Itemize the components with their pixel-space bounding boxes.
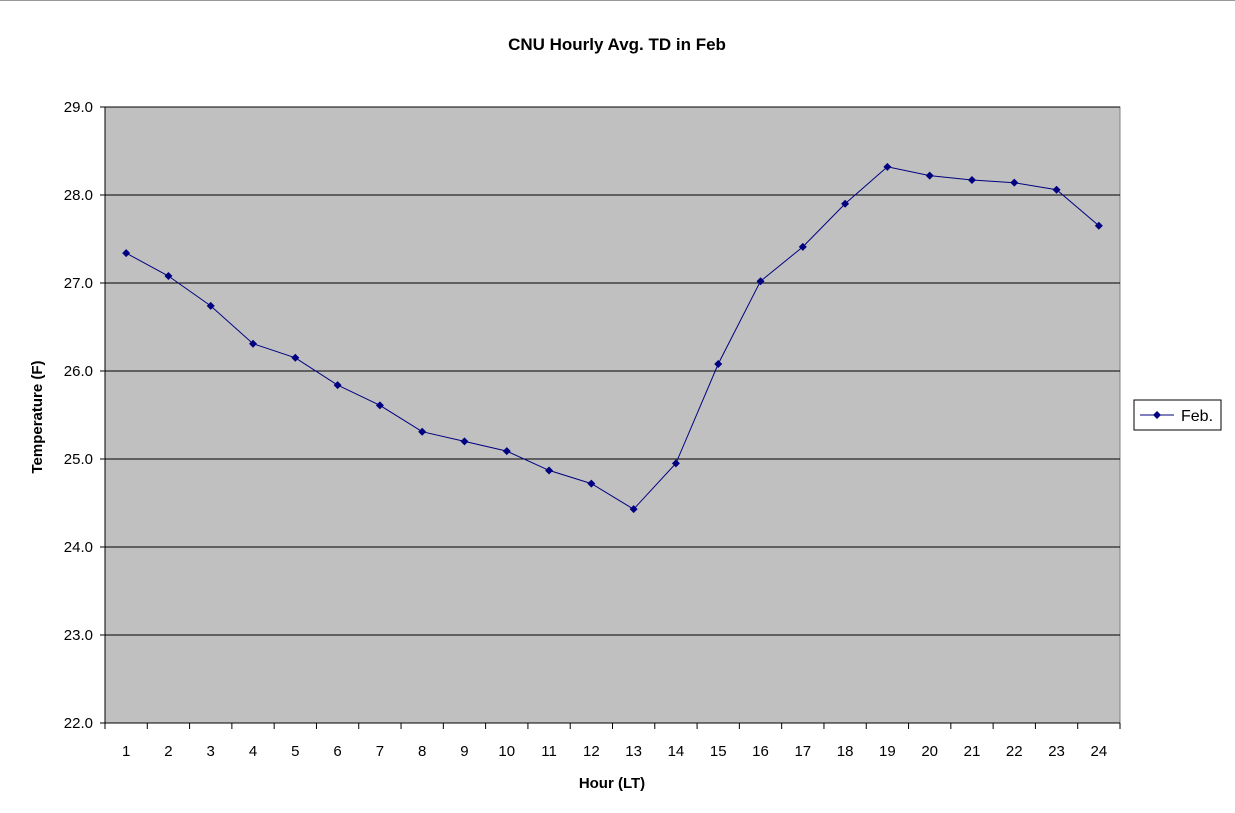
plot-area: [104, 106, 1121, 724]
data-point: [714, 359, 723, 368]
x-tick-label: 5: [291, 743, 299, 760]
x-axis-ticks: 1 2 3 4 5 6 7 8 9 10 11 12 13 14 15 16 17 18 19 20 21 22 23 24: [104, 723, 1121, 760]
data-point: [122, 249, 131, 258]
x-tick-label: 11: [541, 743, 557, 760]
x-tick-label: 4: [249, 743, 257, 760]
x-tick-label: 6: [333, 743, 341, 760]
data-point: [249, 339, 258, 348]
data-point: [375, 401, 384, 410]
x-tick-label: 9: [460, 743, 468, 760]
x-tick-label: 8: [418, 743, 426, 760]
data-point: [1010, 178, 1019, 187]
y-tick-label: 24.0: [64, 539, 93, 556]
data-point: [418, 427, 427, 436]
y-tick-label: 29.0: [64, 99, 93, 116]
data-point: [291, 353, 300, 362]
data-point: [671, 459, 680, 468]
y-tick-label: 25.0: [64, 451, 93, 468]
y-tick-label: 23.0: [64, 627, 93, 644]
x-tick-label: 22: [1006, 743, 1023, 760]
x-tick-label: 10: [498, 743, 515, 760]
y-tick-label: 26.0: [64, 363, 93, 380]
data-point: [333, 381, 342, 390]
x-tick-label: 24: [1091, 743, 1108, 760]
y-axis-ticks: 22.0 23.0 24.0 25.0 26.0 27.0 28.0 29.0: [64, 99, 105, 732]
chart-title: CNU Hourly Avg. TD in Feb: [508, 35, 726, 54]
gridlines: [105, 106, 1120, 636]
x-tick-label: 13: [625, 743, 642, 760]
data-point: [460, 437, 469, 446]
x-tick-label: 14: [668, 743, 685, 760]
data-point: [967, 176, 976, 185]
legend-marker: [1153, 411, 1161, 419]
top-border: [0, 0, 1235, 1]
x-tick-label: 17: [794, 743, 811, 760]
x-tick-label: 19: [879, 743, 896, 760]
data-point: [587, 479, 596, 488]
data-point: [798, 242, 807, 251]
y-tick-label: 28.0: [64, 187, 93, 204]
x-tick-label: 1: [122, 743, 130, 760]
x-axis-label: Hour (LT): [579, 775, 645, 792]
data-point: [925, 171, 934, 180]
data-point: [502, 447, 511, 456]
x-tick-label: 2: [164, 743, 172, 760]
x-tick-label: 18: [837, 743, 854, 760]
data-point: [883, 162, 892, 171]
data-point: [1052, 185, 1061, 194]
y-tick-label: 27.0: [64, 275, 93, 292]
data-point: [756, 277, 765, 286]
x-tick-label: 16: [752, 743, 769, 760]
x-tick-label: 15: [710, 743, 727, 760]
data-point: [164, 271, 173, 280]
y-axis-label: Temperature (F): [29, 360, 46, 473]
data-point: [545, 466, 554, 475]
x-tick-label: 21: [964, 743, 981, 760]
data-point: [629, 505, 638, 514]
x-tick-label: 7: [376, 743, 384, 760]
x-tick-label: 20: [921, 743, 938, 760]
x-tick-label: 12: [583, 743, 600, 760]
data-point: [206, 301, 215, 310]
series-line-feb: [125, 166, 1100, 510]
series-layer: [122, 162, 1103, 514]
legend-label: Feb.: [1181, 408, 1213, 425]
x-tick-label: 3: [207, 743, 215, 760]
legend: Feb.: [1133, 399, 1222, 431]
y-tick-label: 22.0: [64, 715, 93, 732]
data-point: [1094, 221, 1103, 230]
data-point: [841, 199, 850, 208]
x-tick-label: 23: [1048, 743, 1065, 760]
